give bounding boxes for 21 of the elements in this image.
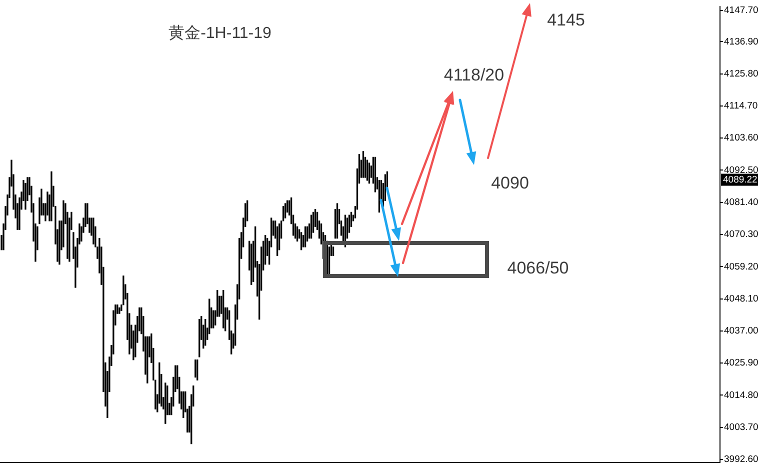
annotation: 4089.22 [723,174,758,186]
y-tick-label: 4136.90 [724,36,758,48]
text: 黄金-1H-11-19 [168,25,272,43]
y-tick-label: 4092.50 [724,164,758,176]
annotation: 4118/20 [444,66,504,86]
y-tick-label: 4025.90 [724,358,758,369]
y-tick-label: 4070.30 [724,229,758,240]
y-tick-label: 3992.60 [724,454,758,466]
y-tick-label: 4037.00 [724,326,758,337]
y-tick-label: 4114.70 [724,100,758,112]
y-tick-label: 4048.10 [724,293,758,304]
y-tick-label: 4059.20 [724,261,758,272]
annotation: 4145 [547,10,585,30]
y-tick-label: 4081.40 [724,196,758,208]
y-tick-label: 4103.60 [724,132,758,144]
y-tick-label: 4014.80 [724,390,758,401]
y-tick-label: 4147.70 [724,5,758,16]
y-tick-label: 4125.80 [724,68,758,80]
y-tick-label: 4003.70 [724,422,758,433]
annotation: 4066/50 [507,258,569,278]
annotation: 4090 [491,174,529,194]
